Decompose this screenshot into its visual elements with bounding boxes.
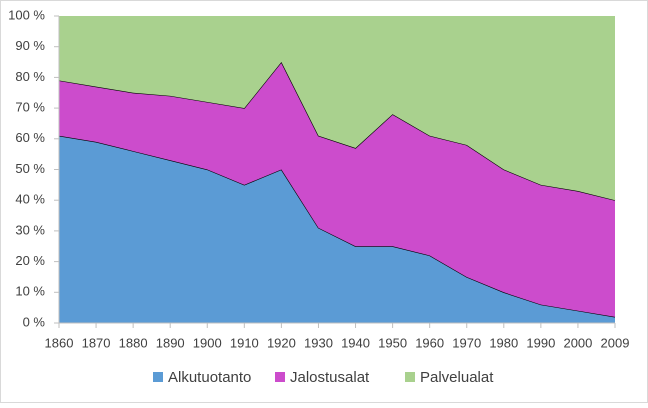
legend-swatch	[405, 372, 415, 382]
y-tick-label: 60 %	[15, 130, 45, 145]
legend: Alkutuotanto Jalostusalat Palvelualat	[153, 369, 494, 386]
x-tick-label: 1960	[415, 335, 444, 350]
legend-label: Alkutuotanto	[168, 369, 251, 386]
x-tick-label: 1980	[489, 335, 518, 350]
y-tick-label: 90 %	[15, 38, 45, 53]
x-tick-label: 2000	[563, 335, 592, 350]
y-tick-label: 10 %	[15, 284, 45, 299]
x-tick-label: 1970	[452, 335, 481, 350]
y-tick-label: 30 %	[15, 222, 45, 237]
y-tick-label: 80 %	[15, 69, 45, 84]
y-tick-label: 40 %	[15, 192, 45, 207]
x-tick-label: 1920	[267, 335, 296, 350]
legend-label: Jalostusalat	[290, 369, 370, 386]
y-tick-label: 50 %	[15, 161, 45, 176]
area	[59, 16, 615, 201]
x-tick-label: 1950	[378, 335, 407, 350]
legend-swatch	[153, 372, 163, 382]
x-tick-label: 1940	[341, 335, 370, 350]
legend-swatch	[275, 372, 285, 382]
x-tick-label: 1930	[304, 335, 333, 350]
area	[59, 62, 615, 317]
y-tick-label: 70 %	[15, 100, 45, 115]
x-tick-label: 2009	[601, 335, 630, 350]
y-tick-label: 0 %	[23, 314, 46, 329]
x-tick-label: 1910	[230, 335, 259, 350]
y-tick-label: 20 %	[15, 253, 45, 268]
legend-label: Palvelualat	[420, 369, 494, 386]
x-tick-label: 1990	[526, 335, 555, 350]
x-tick-label: 1900	[193, 335, 222, 350]
x-tick-label: 1880	[119, 335, 148, 350]
x-tick-label: 1860	[45, 335, 74, 350]
y-tick-label: 100 %	[8, 7, 45, 22]
x-tick-label: 1890	[156, 335, 185, 350]
area	[59, 135, 615, 323]
x-tick-label: 1870	[82, 335, 111, 350]
